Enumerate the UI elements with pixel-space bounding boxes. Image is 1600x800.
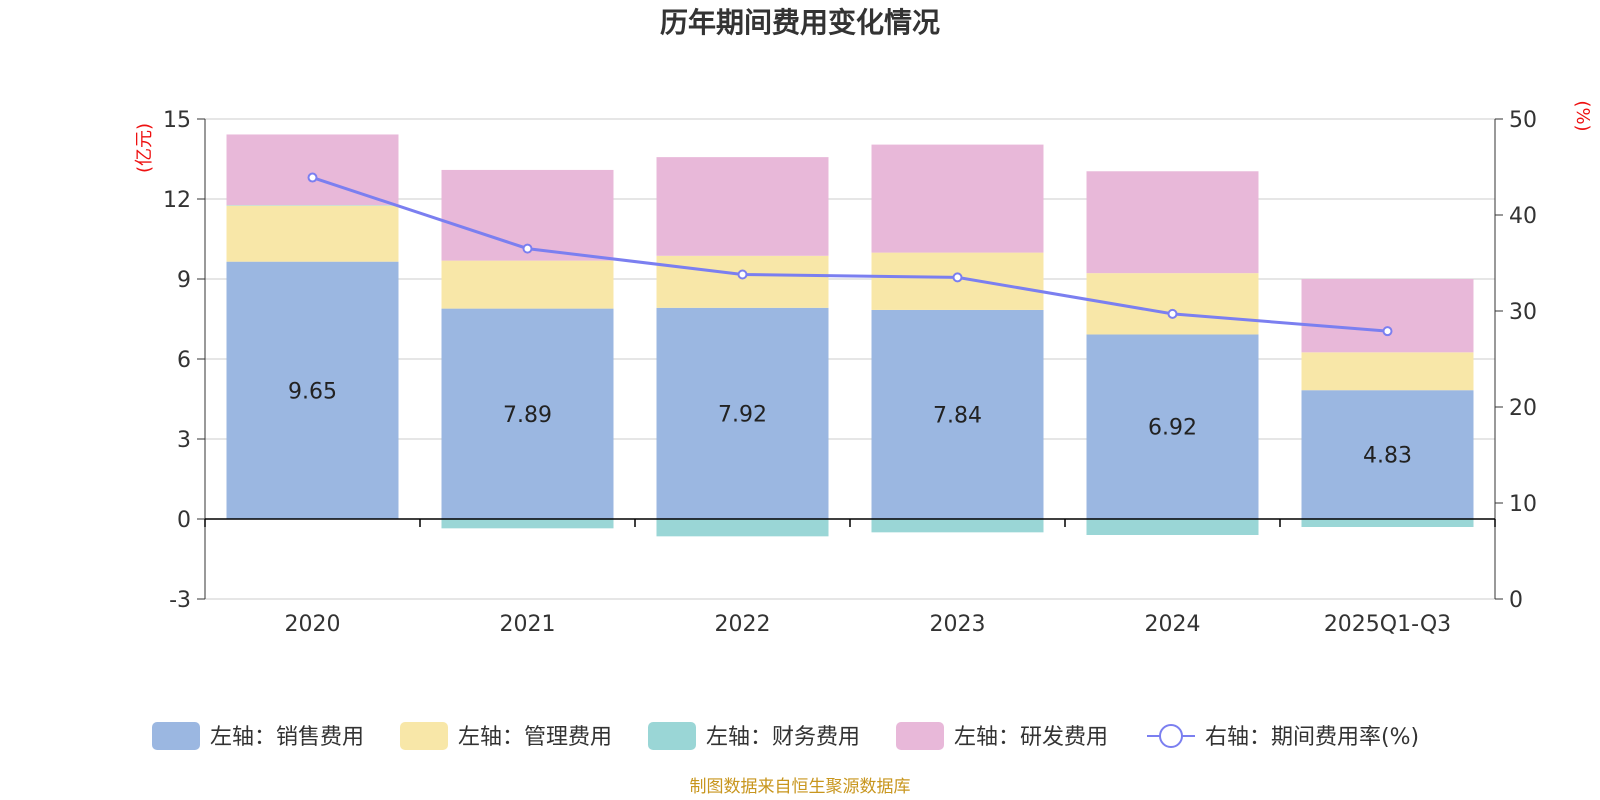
right-tick-label: 10 <box>1509 492 1537 517</box>
right-tick-label: 40 <box>1509 204 1537 229</box>
bar-value-label: 7.92 <box>718 402 767 427</box>
left-tick-label: 0 <box>177 508 191 533</box>
bar-segment <box>656 307 829 519</box>
legend-swatch <box>648 722 696 750</box>
bar-segment <box>1301 519 1474 527</box>
bar-segment <box>441 519 614 529</box>
bar-segment <box>656 157 829 256</box>
bars <box>226 134 1474 537</box>
rate-point <box>737 269 748 280</box>
left-tick-label: 3 <box>177 428 191 453</box>
bar-value-label: 9.65 <box>288 379 337 404</box>
x-tick-label: 2021 <box>500 612 556 637</box>
legend-item: 左轴：管理费用 <box>400 722 612 750</box>
bar-segment <box>441 308 614 519</box>
bar-segment <box>226 205 399 206</box>
bar-segment <box>1086 171 1259 274</box>
rate-point <box>307 172 318 183</box>
bar-segment <box>1301 279 1474 353</box>
data-labels: 9.65 7.89 7.92 7.84 6.92 4.83 <box>288 379 1412 468</box>
left-tick-label: 12 <box>163 188 191 213</box>
legend-swatch <box>896 722 944 750</box>
x-tick-label: 2024 <box>1145 612 1201 637</box>
bar-segment <box>871 309 1044 519</box>
right-axis-unit: (%) <box>1572 100 1593 131</box>
x-tick-label: 2023 <box>930 612 986 637</box>
right-tick-label: 20 <box>1509 396 1537 421</box>
bar-segment <box>226 205 399 262</box>
x-tick-label: 2022 <box>715 612 771 637</box>
right-tick-label: 50 <box>1509 108 1537 133</box>
rate-point <box>952 272 963 283</box>
legend-item: 右轴：期间费用率(%) <box>1147 724 1419 750</box>
legend-label: 左轴：财务费用 <box>706 725 860 750</box>
bar-segment <box>871 144 1044 253</box>
legend-item: 左轴：研发费用 <box>896 722 1108 750</box>
legend-label: 右轴：期间费用率(%) <box>1205 725 1419 750</box>
left-tick-label: 9 <box>177 268 191 293</box>
bar-segment <box>1301 390 1474 519</box>
rate-point <box>522 243 533 254</box>
x-tick-label: 2020 <box>285 612 341 637</box>
bar-segment <box>656 519 829 537</box>
bar-value-label: 6.92 <box>1148 416 1197 441</box>
bar-segment <box>871 519 1044 533</box>
right-tick-label: 30 <box>1509 300 1537 325</box>
legend-swatch <box>400 722 448 750</box>
rate-line <box>307 172 1393 337</box>
legend-marker <box>1159 724 1183 748</box>
bar-segment <box>1086 334 1259 519</box>
bar-value-label: 7.89 <box>503 403 552 428</box>
left-tick-label: 6 <box>177 348 191 373</box>
bar-value-label: 4.83 <box>1363 444 1412 469</box>
bar-segment <box>1086 519 1259 535</box>
bar-segment <box>441 260 614 309</box>
legend-item: 左轴：财务费用 <box>648 722 860 750</box>
bar-segment <box>226 134 399 206</box>
grid <box>205 118 1495 600</box>
legend-label: 左轴：研发费用 <box>954 725 1108 750</box>
legend-item: 左轴：销售费用 <box>152 722 364 750</box>
left-tick-label: -3 <box>169 588 191 613</box>
bar-segment <box>656 255 829 308</box>
rate-line-path <box>312 176 1388 333</box>
legend: 左轴：销售费用 左轴：管理费用 左轴：财务费用 左轴：研发费用 右轴：期间费用率(%) <box>152 722 1419 750</box>
rate-point <box>1382 326 1393 337</box>
bar-segment <box>226 261 399 519</box>
x-tick-label: 2025Q1-Q3 <box>1324 612 1451 637</box>
bar-value-label: 7.84 <box>933 403 982 428</box>
right-tick-label: 0 <box>1509 588 1523 613</box>
legend-swatch <box>152 722 200 750</box>
legend-label: 左轴：销售费用 <box>210 725 364 750</box>
rate-point <box>1167 308 1178 319</box>
axes: -3 0 3 6 9 12 15 0 10 20 30 40 50 2020 2021 2022 2023 202… <box>163 108 1537 637</box>
left-tick-label: 15 <box>163 108 191 133</box>
source-note: 制图数据来自恒生聚源数据库 <box>690 777 911 797</box>
chart-title: 历年期间费用变化情况 <box>660 6 940 39</box>
bar-segment <box>1301 352 1474 391</box>
left-axis-unit: (亿元) <box>134 123 155 173</box>
legend-label: 左轴：管理费用 <box>458 725 612 750</box>
